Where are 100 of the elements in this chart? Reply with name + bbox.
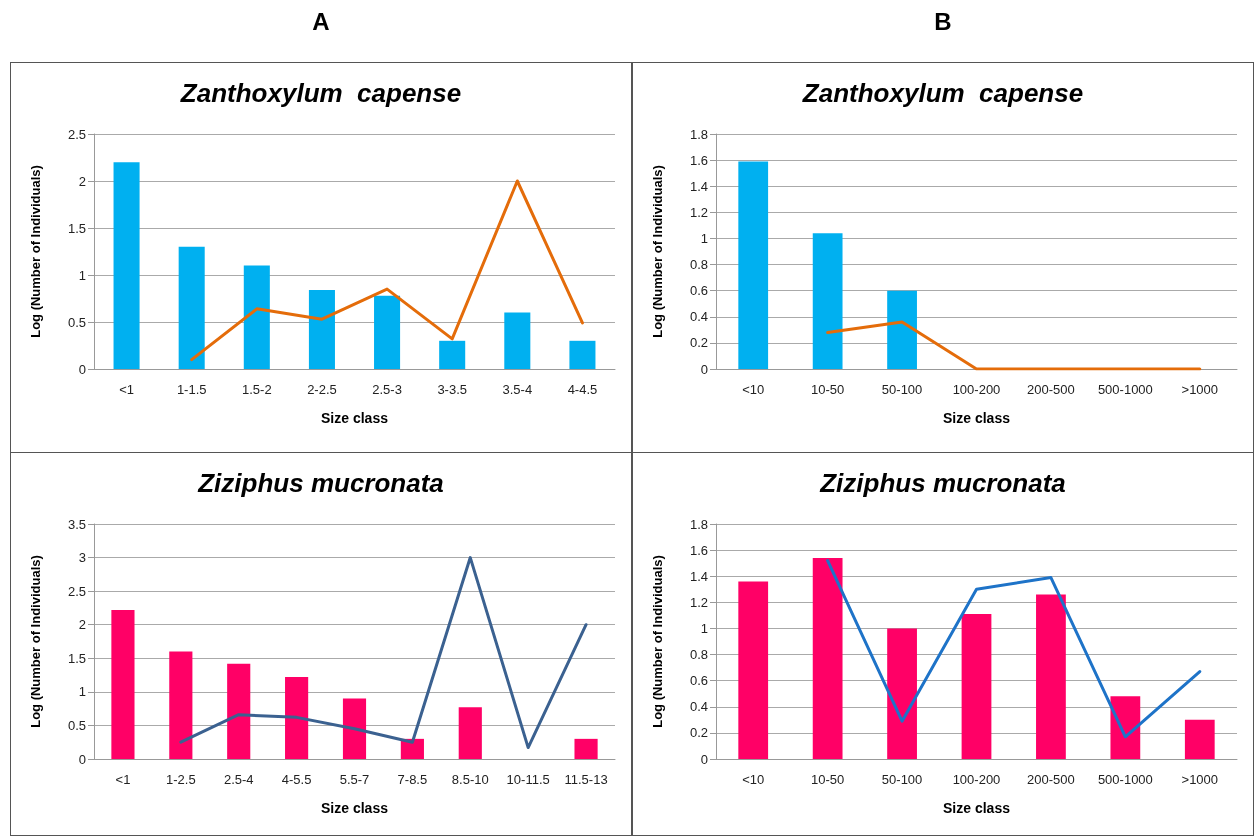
bar	[738, 581, 769, 759]
x-tick-label: 3-3.5	[437, 382, 468, 397]
bar	[574, 738, 598, 759]
x-tick-label: 10-11.5	[506, 772, 550, 787]
x-tick-label: <1	[119, 382, 134, 397]
y-tick-label: 1.4	[689, 178, 708, 194]
x-tick-label: 500-1000	[1097, 382, 1153, 397]
y-tick-label: 0.5	[67, 717, 86, 733]
x-tick-label: 10-50	[811, 772, 845, 787]
bar	[1184, 719, 1215, 759]
x-tick-label: 500-1000	[1097, 772, 1153, 787]
y-tick-label: 0.4	[689, 699, 708, 715]
y-tick-label: 2.5	[67, 583, 86, 599]
x-tick-label: 10-50	[811, 382, 845, 397]
x-axis-title: Size class	[321, 410, 389, 426]
x-tick-label: 50-100	[881, 382, 923, 397]
x-tick-label: 8.5-10	[451, 772, 489, 787]
y-tick-label: 2.5	[67, 126, 86, 142]
y-axis-title: Log (Number of Individuals)	[28, 555, 43, 728]
bar	[812, 233, 843, 369]
x-tick-label: 1.5-2	[241, 382, 272, 397]
x-tick-label: 7-8.5	[397, 772, 428, 787]
bar	[439, 340, 466, 369]
x-tick-label: >1000	[1181, 382, 1219, 397]
y-tick-label: 0.2	[689, 725, 708, 741]
bar	[738, 161, 769, 369]
x-tick-label: 2.5-3	[372, 382, 402, 397]
bar	[285, 677, 309, 759]
x-tick-label: 1-2.5	[166, 772, 196, 787]
bar	[113, 162, 140, 369]
bar	[178, 246, 205, 369]
bar	[342, 698, 367, 759]
bar	[308, 290, 335, 369]
y-tick-label: 0.4	[689, 309, 708, 325]
y-tick-label: 0.2	[689, 335, 708, 351]
y-tick-label: 0	[700, 361, 708, 377]
y-tick-label: 1	[700, 620, 708, 636]
bar	[812, 557, 843, 759]
x-axis-title: Size class	[321, 800, 389, 816]
y-tick-label: 1	[700, 230, 708, 246]
bar	[569, 340, 596, 369]
y-tick-label: 2	[78, 617, 86, 633]
chart-title: Ziziphus mucronata	[197, 468, 444, 498]
x-tick-label: 4-5.5	[281, 772, 312, 787]
x-axis-title: Size class	[943, 800, 1011, 816]
line-series	[179, 556, 588, 750]
y-tick-label: 1.6	[689, 542, 708, 558]
text: B	[933, 8, 953, 36]
y-tick-label: 0	[78, 361, 86, 377]
x-tick-label: 5.5-7	[339, 772, 370, 787]
bar	[111, 609, 135, 759]
y-tick-label: 0.5	[67, 314, 86, 330]
chart-title: Ziziphus mucronata	[819, 468, 1066, 498]
line-series	[826, 559, 1202, 739]
x-tick-label: 200-500	[1027, 382, 1075, 397]
y-tick-label: 0	[78, 751, 86, 767]
x-tick-label: 50-100	[881, 772, 923, 787]
y-tick-label: 1.8	[689, 516, 708, 532]
y-tick-label: 1.2	[689, 204, 708, 220]
bar	[887, 290, 917, 369]
x-tick-label: <1	[115, 772, 131, 787]
y-tick-label: 0.8	[689, 647, 708, 663]
x-tick-label: 11.5-13	[564, 772, 608, 787]
y-tick-label: 1.2	[689, 594, 708, 610]
bar	[400, 738, 424, 759]
bar	[243, 265, 270, 369]
bar	[887, 628, 917, 759]
bar	[1036, 594, 1066, 759]
x-tick-label: <10	[742, 772, 765, 787]
y-tick-label: 0.6	[689, 673, 708, 689]
y-tick-label: 3.5	[67, 516, 86, 532]
x-tick-label: 100-200	[952, 772, 1001, 787]
y-axis-title: Log (Number of Individuals)	[650, 555, 665, 728]
x-tick-label: 2.5-4	[223, 772, 254, 787]
y-tick-label: 1.5	[67, 220, 86, 236]
y-tick-label: 1.8	[689, 126, 708, 142]
y-tick-label: 0.6	[689, 283, 708, 299]
y-tick-label: 2	[78, 173, 86, 189]
y-tick-label: 1.5	[67, 650, 86, 666]
bar	[227, 663, 251, 759]
y-tick-label: 1.6	[689, 152, 708, 168]
x-tick-label: >1000	[1181, 772, 1219, 787]
x-tick-label: 2-2.5	[307, 382, 337, 397]
x-tick-label: 1-1.5	[176, 382, 207, 397]
text: A	[311, 8, 331, 36]
bar	[504, 312, 531, 369]
x-tick-label: 200-500	[1027, 772, 1075, 787]
x-tick-label: <10	[742, 382, 765, 397]
x-tick-label: 4-4.5	[567, 382, 598, 397]
y-tick-label: 0	[700, 751, 708, 767]
chart-title: Zanthoxylum capense	[801, 78, 1084, 108]
bar	[374, 295, 401, 369]
bar	[169, 651, 193, 759]
x-tick-label: 3.5-4	[502, 382, 533, 397]
line-series	[190, 179, 584, 362]
bar	[1110, 696, 1141, 759]
y-axis-title: Log (Number of Individuals)	[650, 165, 665, 338]
chart-title: Zanthoxylum capense	[179, 78, 462, 108]
y-tick-label: 3	[78, 550, 86, 566]
y-tick-label: 0.8	[689, 257, 708, 273]
